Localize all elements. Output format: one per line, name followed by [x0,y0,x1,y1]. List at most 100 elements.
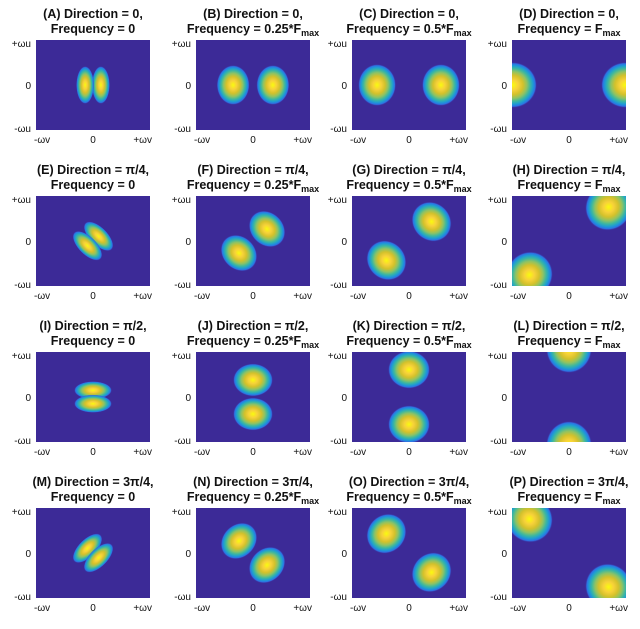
x-tick-label: -ωv [510,603,526,614]
panel-title-line1: (I) Direction = π/2, [39,319,146,333]
panel-title-subscript: max [301,28,319,38]
x-tick-label: -ωv [34,291,50,302]
x-tick-label: 0 [406,603,412,614]
x-tick-label: 0 [566,135,572,146]
filter-lobe-b [83,542,114,573]
x-tick-label: -ωv [34,135,50,146]
panel-title-line2: Frequency = 0 [51,178,135,192]
panel-title-line2: Frequency = Fmax [517,22,620,38]
y-tick-label: 0 [185,393,191,404]
x-tick-label: 0 [90,447,96,458]
panel-title-line1: (N) Direction = 3π/4, [193,475,313,489]
panel-o: (O) Direction = 3π/4,Frequency = 0.5*Fma… [328,475,472,614]
panel-title-line2-text: Frequency = 0.5*F [346,334,454,348]
x-tick-label: 0 [566,447,572,458]
y-tick-label: -ωu [14,592,31,603]
x-tick-label: 0 [250,291,256,302]
panel-k: (K) Direction = π/2,Frequency = 0.5*Fmax… [328,319,472,458]
x-tick-label: -ωv [194,603,210,614]
x-tick-label: 0 [250,447,256,458]
x-tick-label: +ωv [609,447,628,458]
panel-title-subscript: max [301,340,319,350]
panel-title-line2-text: Frequency = 0.5*F [346,178,454,192]
panel-title-line2: Frequency = 0 [51,490,135,504]
panel-title-line2-text: Frequency = F [517,22,602,36]
x-tick-label: -ωv [194,135,210,146]
panel-title-line2-text: Frequency = 0 [51,490,135,504]
x-tick-label: 0 [406,135,412,146]
panel-title-line2: Frequency = 0.5*Fmax [346,334,471,350]
y-tick-label: -ωu [174,592,191,603]
panel-title-subscript: max [301,184,319,194]
panel-title-line2-text: Frequency = 0.25*F [187,22,302,36]
panel-title-line1: (C) Direction = 0, [359,7,459,21]
panel-title-line2: Frequency = Fmax [517,490,620,506]
x-tick-label: 0 [90,291,96,302]
y-tick-label: -ωu [330,592,347,603]
panel-title-line2: Frequency = 0.5*Fmax [346,490,471,506]
y-tick-label: +ωu [328,195,347,206]
panel-e: (E) Direction = π/4,Frequency = 0 -ωv 0 +ωv… [12,163,152,302]
filter-lobe-a [388,352,430,389]
y-tick-label: -ωu [490,592,507,603]
panel-title-line2-text: Frequency = 0.25*F [187,334,302,348]
x-tick-label: +ωv [609,603,628,614]
x-tick-label: -ωv [350,135,366,146]
y-tick-label: 0 [501,81,507,92]
y-tick-label: +ωu [172,507,191,518]
x-tick-label: +ωv [293,447,312,458]
x-tick-label: +ωv [133,135,152,146]
filter-lobe-b [358,64,397,106]
x-tick-label: 0 [566,603,572,614]
x-tick-label: -ωv [194,291,210,302]
filter-lobe-a [256,65,290,105]
panel-title-subscript: max [603,28,621,38]
filter-lobe-a [366,513,407,554]
y-tick-label: +ωu [488,507,507,518]
panel-p: (P) Direction = 3π/4,Frequency = Fmax -ωv… [488,475,629,614]
panel-title-line2-text: Frequency = F [517,178,602,192]
panel-title-line2: Frequency = 0.5*Fmax [346,22,471,38]
filter-lobe-b [233,397,273,431]
panel-title-line2: Frequency = 0.5*Fmax [346,178,471,194]
panel-title-line2: Frequency = 0.25*Fmax [187,22,319,38]
panel-title-line2-text: Frequency = 0 [51,178,135,192]
panel-l: (L) Direction = π/2,Frequency = Fmax -ωv 0… [488,319,628,458]
panel-j: (J) Direction = π/2,Frequency = 0.25*Fma… [172,319,319,458]
y-tick-label: +ωu [172,195,191,206]
panel-title-line2-text: Frequency = 0 [51,334,135,348]
panel-title-line1: (A) Direction = 0, [43,7,143,21]
panel-title-line2: Frequency = 0.25*Fmax [187,490,319,506]
panel-title-subscript: max [454,28,472,38]
y-tick-label: 0 [501,393,507,404]
y-tick-label: 0 [25,393,31,404]
y-tick-label: -ωu [174,436,191,447]
y-tick-label: 0 [341,237,347,248]
filter-lobe-a [91,66,110,104]
x-tick-label: -ωv [350,447,366,458]
filter-lobe-b [74,394,112,413]
filter-lobe-a [601,62,626,108]
panel-c: (C) Direction = 0,Frequency = 0.5*Fmax -ω… [328,7,472,146]
panel-title-subscript: max [454,184,472,194]
heatmap-background [196,40,310,130]
y-tick-label: -ωu [14,436,31,447]
panel-d: (D) Direction = 0,Frequency = Fmax -ωv 0 +ω… [488,7,628,146]
filter-lobe-b [388,405,430,442]
panel-title-line1: (K) Direction = π/2, [353,319,466,333]
filter-lobe-b [366,240,407,281]
heatmap-background [196,508,310,598]
x-tick-label: +ωv [449,603,468,614]
y-tick-label: -ωu [330,124,347,135]
filter-lobe-a [546,352,592,373]
x-tick-label: -ωv [350,603,366,614]
x-tick-label: 0 [250,603,256,614]
filter-lobe-a [421,64,460,106]
panel-title-line2-text: Frequency = F [517,334,602,348]
y-tick-label: +ωu [12,351,31,362]
y-tick-label: 0 [25,81,31,92]
x-tick-label: -ωv [510,135,526,146]
x-tick-label: +ωv [609,135,628,146]
heatmap-background [352,508,466,598]
panel-title-subscript: max [454,340,472,350]
